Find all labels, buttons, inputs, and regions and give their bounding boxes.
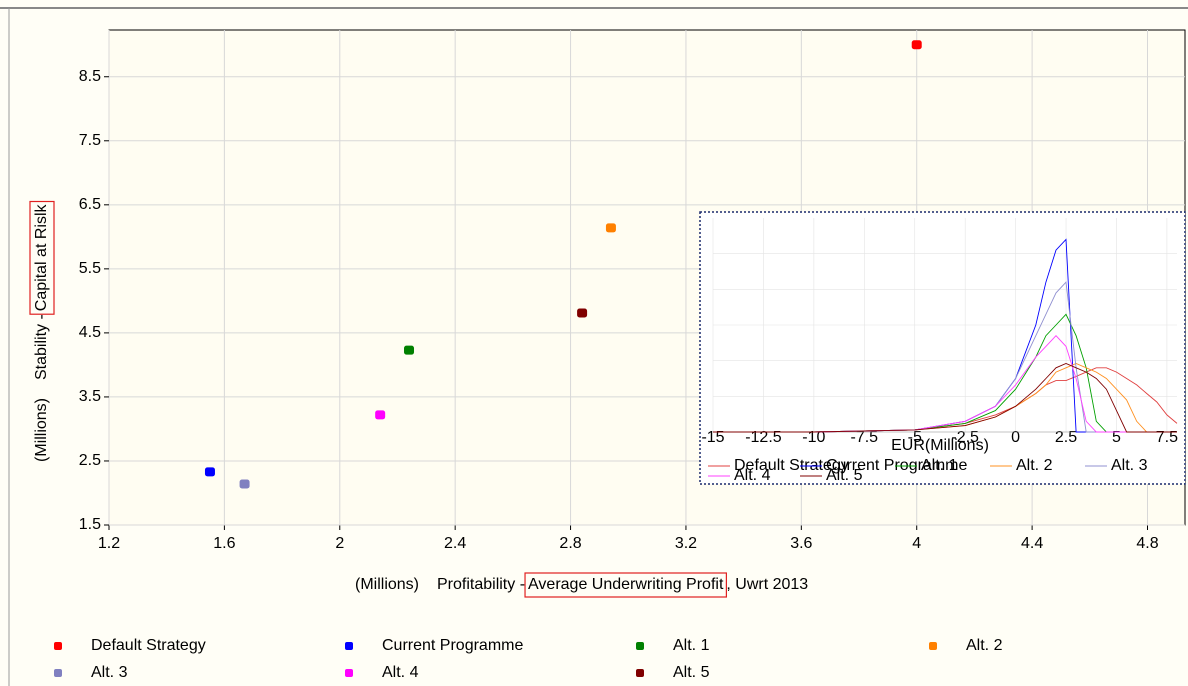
- data-point: [404, 345, 415, 355]
- x-tick-label: 2.8: [559, 535, 581, 552]
- x-tick-label: 1.6: [213, 535, 235, 552]
- data-point: [239, 479, 250, 489]
- x-tick-label: 3.6: [790, 535, 812, 552]
- x-tick-label: 1.2: [98, 535, 120, 552]
- y-tick-label: 1.5: [79, 516, 101, 533]
- axis-label: Profitability -: [437, 576, 525, 593]
- x-tick-label: 7.5: [1156, 429, 1178, 446]
- data-line: [713, 367, 1178, 433]
- data-point: [577, 308, 588, 318]
- y-axis-label: (Millions) Stability - Capital at Rislk: [29, 200, 55, 462]
- x-tick-label: -2.5: [951, 429, 979, 446]
- y-tick-label: 4.5: [79, 324, 101, 341]
- data-point: [911, 40, 922, 50]
- data-point: [204, 467, 215, 477]
- x-tick-label: 2.4: [444, 535, 466, 552]
- x-tick-label: -5: [908, 429, 922, 446]
- legend-label: Alt. 5: [673, 664, 710, 681]
- highlight-box: [524, 572, 727, 598]
- legend-marker: [636, 669, 644, 677]
- legend-label: Alt. 4: [734, 467, 771, 484]
- x-tick-label: 4.4: [1021, 535, 1043, 552]
- legend-label: Default Strategy: [91, 637, 206, 654]
- main-chart: 1.2 1.6 2 2.4 2.8 3.2 3.6 4 4.4 4.8 1.5 2.5 3.5 4.5 5.…: [29, 30, 1185, 681]
- x-tick-label: -12.5: [745, 429, 782, 446]
- legend-label: Alt. 3: [1111, 457, 1148, 474]
- x-tick-label: 3.2: [675, 535, 697, 552]
- legend-label: Alt. 1: [673, 637, 710, 654]
- x-tick-label: -10: [802, 429, 825, 446]
- inset-frame: [699, 211, 1186, 485]
- y-tick-label: 3.5: [79, 388, 101, 405]
- inset-chart: -15 -12.5 -10 -7.5 -5 -2.5 0 2.5 5 7.5 EUR(Million…: [701, 218, 1178, 484]
- legend-label: Alt. 3: [91, 664, 128, 681]
- x-tick-label: 2: [335, 535, 344, 552]
- data-point: [375, 410, 386, 420]
- axis-label: (Millions): [33, 398, 50, 462]
- axis-label: Capital at Rislk: [33, 204, 50, 312]
- x-axis-label: EUR(Millions): [891, 437, 989, 454]
- legend-label: Alt. 4: [382, 664, 419, 681]
- legend-label: Default Strategy: [734, 457, 849, 474]
- x-tick-label: -15: [701, 429, 724, 446]
- axis-label: Average Underwriting Profit: [528, 576, 724, 593]
- y-tick-label: 7.5: [79, 132, 101, 149]
- legend-marker: [54, 642, 62, 650]
- x-tick-label: -7.5: [851, 429, 879, 446]
- x-tick-label: 4.8: [1136, 535, 1158, 552]
- axis-label: (Millions): [355, 576, 419, 593]
- legend-label: Alt. 2: [1016, 457, 1053, 474]
- y-tick-label: 2.5: [79, 452, 101, 469]
- legend-marker: [929, 642, 937, 650]
- x-tick-label: 4: [912, 535, 921, 552]
- legend-marker: [636, 642, 644, 650]
- legend-marker: [54, 669, 62, 677]
- highlight-box: [29, 200, 55, 315]
- y-tick-label: 5.5: [79, 260, 101, 277]
- x-tick-label: 2.5: [1055, 429, 1077, 446]
- y-tick-label: 6.5: [79, 196, 101, 213]
- axis-label: , Uwrt 2013: [726, 576, 808, 593]
- data-point: [605, 223, 616, 233]
- x-tick-label: 5: [1112, 429, 1121, 446]
- x-tick-label: 0: [1011, 429, 1020, 446]
- legend-marker: [345, 642, 353, 650]
- axis-label: Stability -: [33, 314, 50, 380]
- legend-label: Alt. 5: [826, 467, 863, 484]
- legend-label: Current Programme: [382, 637, 523, 654]
- y-tick-label: 8.5: [79, 68, 101, 85]
- data-line: [713, 363, 1177, 433]
- legend-marker: [345, 669, 353, 677]
- legend-label: Alt. 2: [966, 637, 1003, 654]
- legend-label: Alt. 1: [921, 457, 958, 474]
